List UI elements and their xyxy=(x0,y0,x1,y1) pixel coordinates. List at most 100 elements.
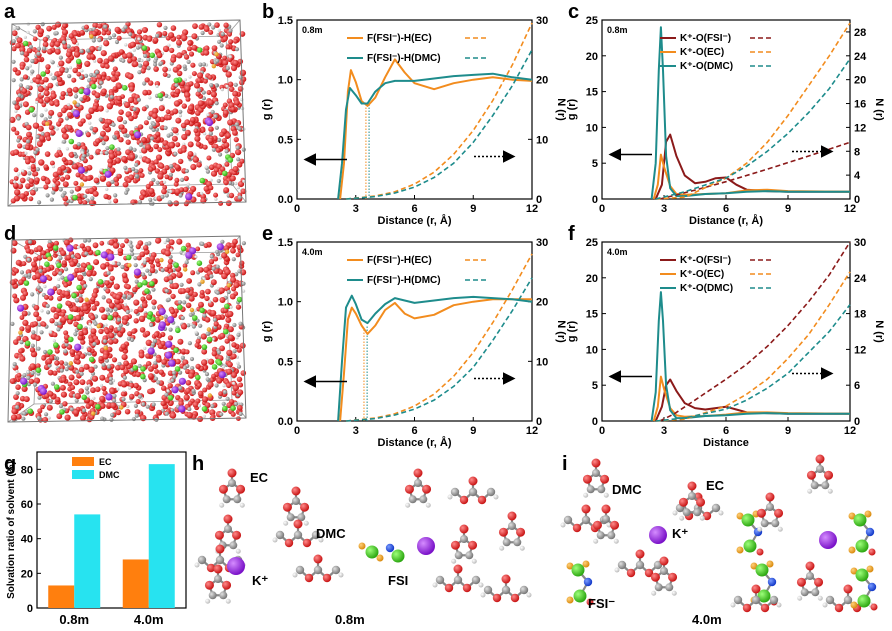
legend-label: K⁺-O(EC) xyxy=(680,47,724,58)
atom xyxy=(185,287,191,293)
atom xyxy=(143,120,149,126)
carbon-atom xyxy=(607,531,616,540)
atom xyxy=(132,147,137,152)
atom xyxy=(181,133,188,141)
atom xyxy=(120,343,127,350)
atom xyxy=(178,193,183,198)
potassium-ion xyxy=(218,371,226,379)
oxygen-atom xyxy=(601,504,611,514)
atom xyxy=(49,41,55,48)
hydrogen-atom xyxy=(451,558,457,564)
atom xyxy=(90,53,96,59)
atom xyxy=(172,127,179,134)
concentration-tag: 4.0m xyxy=(302,247,323,257)
atom xyxy=(18,279,24,286)
y2-tick-label: 30 xyxy=(536,15,548,27)
atom xyxy=(112,398,117,403)
atom xyxy=(110,179,115,184)
fluorine-atom xyxy=(199,307,205,314)
atom xyxy=(94,300,100,307)
atom xyxy=(17,183,24,190)
atom xyxy=(79,29,85,35)
atom xyxy=(207,74,213,80)
carbon-atom xyxy=(513,538,522,547)
atom xyxy=(58,187,63,192)
atom xyxy=(79,243,86,249)
atom xyxy=(69,261,76,267)
atom xyxy=(167,335,173,341)
atom xyxy=(26,257,31,262)
atom xyxy=(134,173,139,179)
atom xyxy=(54,41,61,47)
potassium-ion xyxy=(107,253,115,261)
atom xyxy=(100,175,106,182)
atom xyxy=(168,239,175,246)
atom xyxy=(107,55,115,62)
atom xyxy=(22,411,27,416)
atom xyxy=(13,27,17,31)
oxygen-atom xyxy=(668,572,678,582)
atom xyxy=(206,113,210,117)
atom xyxy=(216,314,222,321)
atom xyxy=(238,411,243,416)
potassium-ion xyxy=(216,243,224,251)
atom xyxy=(112,393,117,398)
coordination-number-line xyxy=(655,304,851,422)
atom xyxy=(203,185,210,192)
atom xyxy=(19,51,25,56)
atom xyxy=(237,181,245,188)
oxygen-atom xyxy=(413,468,423,478)
oxygen-atom xyxy=(510,593,520,603)
oxygen-atom xyxy=(501,574,511,584)
atom xyxy=(190,163,197,171)
atom xyxy=(63,282,69,288)
atom xyxy=(92,73,97,78)
atom xyxy=(28,44,33,49)
atom xyxy=(165,238,170,243)
atom xyxy=(101,71,107,77)
atom xyxy=(232,59,239,67)
atom xyxy=(209,254,214,259)
atom xyxy=(60,312,66,317)
atom xyxy=(57,296,63,302)
atom xyxy=(194,330,198,334)
atom xyxy=(28,64,32,68)
rdf-line xyxy=(650,26,850,200)
x-category-label: 0.8m xyxy=(59,612,89,627)
atom xyxy=(166,114,172,121)
carbon-atom xyxy=(760,519,769,528)
fluorine-atom xyxy=(94,403,101,410)
sulfur-atom xyxy=(159,257,164,263)
potassium-ion xyxy=(164,351,173,359)
carbon-atom xyxy=(293,530,303,540)
oxygen-atom xyxy=(586,598,594,606)
oxygen-atom xyxy=(498,527,508,537)
carbon-atom xyxy=(596,531,605,540)
atom xyxy=(92,190,99,197)
atom xyxy=(12,100,17,105)
atom xyxy=(76,245,80,249)
atom xyxy=(201,348,208,355)
atom xyxy=(133,318,139,324)
atom xyxy=(133,403,138,408)
atom xyxy=(208,126,214,132)
atom xyxy=(88,154,94,160)
atom xyxy=(54,31,59,36)
atom xyxy=(40,309,44,313)
atom xyxy=(216,377,223,384)
atom xyxy=(24,273,29,278)
y2-tick-label: 4 xyxy=(854,170,861,182)
y-tick-label: 15 xyxy=(586,309,598,321)
atom xyxy=(198,323,203,328)
atom xyxy=(25,85,30,90)
fluorine-atom xyxy=(77,323,83,330)
atom xyxy=(56,169,63,175)
atom xyxy=(191,44,198,51)
atom xyxy=(113,307,118,312)
atom xyxy=(151,127,156,132)
atom xyxy=(57,277,61,281)
atom xyxy=(210,109,215,115)
atom xyxy=(195,338,201,344)
atom xyxy=(211,25,216,30)
y2-axis-label: N (r) xyxy=(873,320,885,343)
